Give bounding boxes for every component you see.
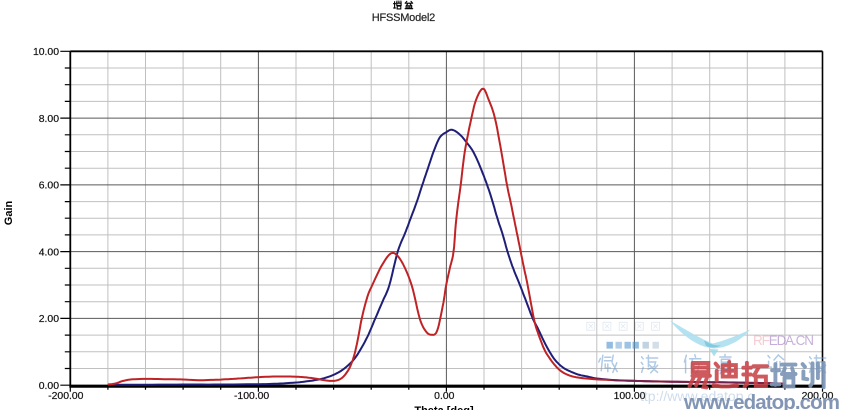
svg-text:2.00: 2.00 bbox=[39, 314, 59, 325]
svg-text:0.00: 0.00 bbox=[434, 391, 454, 402]
svg-text:HFSSModel2: HFSSModel2 bbox=[372, 12, 436, 24]
svg-text:ttp://www.edatop.c: ttp://www.edatop.c bbox=[640, 388, 754, 404]
svg-text:www.edatop.com: www.edatop.com bbox=[683, 391, 840, 410]
svg-text:10.00: 10.00 bbox=[33, 47, 59, 58]
svg-text:8.00: 8.00 bbox=[39, 114, 59, 125]
svg-text:200.00: 200.00 bbox=[802, 391, 834, 402]
svg-text:Theta [deg]: Theta [deg] bbox=[414, 405, 474, 410]
svg-text:-200.00: -200.00 bbox=[48, 391, 83, 402]
svg-text:RFEDA.CN: RFEDA.CN bbox=[753, 333, 814, 348]
svg-text:6.00: 6.00 bbox=[39, 181, 59, 192]
svg-text:Gain: Gain bbox=[3, 200, 15, 225]
svg-text:0.00: 0.00 bbox=[39, 381, 59, 392]
svg-text:-100.00: -100.00 bbox=[234, 391, 269, 402]
svg-text:100.00: 100.00 bbox=[614, 391, 646, 402]
svg-text:4.00: 4.00 bbox=[39, 247, 59, 258]
